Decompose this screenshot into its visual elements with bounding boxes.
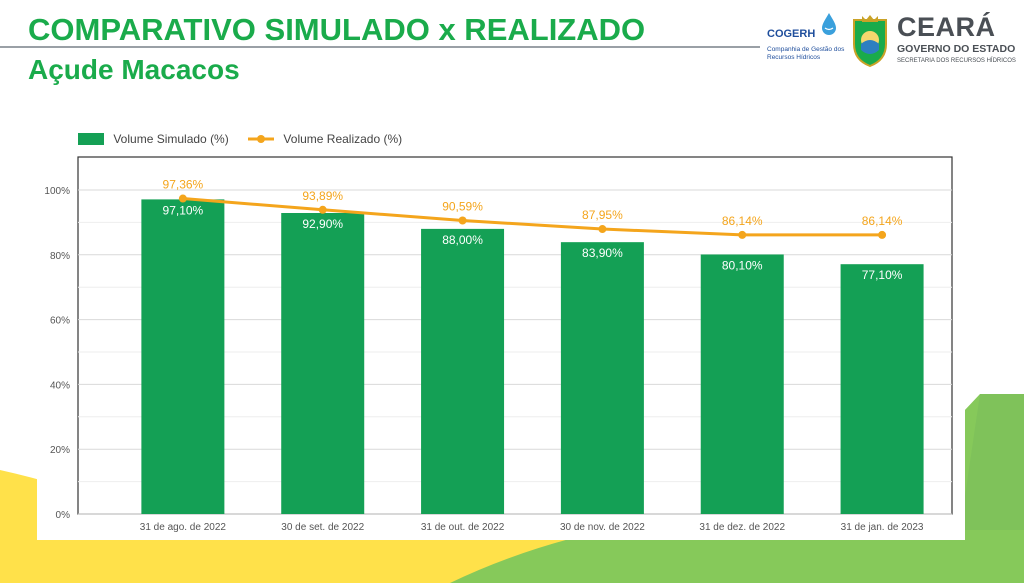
secretariat-label: SECRETARIA DOS RECURSOS HÍDRICOS <box>897 58 1016 64</box>
y-tick-label: 0% <box>56 510 71 521</box>
state-name: CEARÁ <box>897 12 996 42</box>
y-tick-label: 100% <box>44 186 70 197</box>
chart-panel: 0% 20% 40% 60% 80% 100% 97,10% 31 de ago. de 20… <box>37 120 965 540</box>
bar <box>840 264 924 514</box>
line-point <box>318 205 327 214</box>
legend-swatch-realizado <box>248 133 275 145</box>
line-data-label: 86,14% <box>862 214 903 228</box>
bar <box>421 228 505 514</box>
series-line-realizado <box>182 197 883 237</box>
line-point <box>458 216 467 225</box>
y-tick-label: 80% <box>50 251 70 262</box>
bar <box>700 254 784 514</box>
legend-swatch-simulado <box>78 132 104 145</box>
legend-label-realizado: Volume Realizado (%) <box>283 131 403 146</box>
x-tick-label: 30 de nov. de 2022 <box>560 522 645 533</box>
chart-svg: 0% 20% 40% 60% 80% 100% 97,10% 31 de ago. de 20… <box>44 156 953 533</box>
line-point <box>738 230 747 239</box>
line-point <box>178 194 187 203</box>
legend-label-simulado: Volume Simulado (%) <box>113 131 229 146</box>
page-subtitle: Açude Macacos <box>28 54 240 85</box>
bar-data-label: 77,10% <box>862 268 903 282</box>
cogerh-logo: COGERH Companhia de Gestão dos Recursos … <box>767 12 845 72</box>
logos-group: COGERH Companhia de Gestão dos Recursos … <box>765 10 1020 72</box>
cogerh-subtitle: Companhia de Gestão dos Recursos Hídrico… <box>767 46 845 61</box>
y-tick-label: 40% <box>50 380 70 391</box>
x-tick-label: 31 de out. de 2022 <box>421 522 505 533</box>
x-tick-label: 31 de dez. de 2022 <box>699 522 785 533</box>
bar-data-label: 80,10% <box>722 258 763 272</box>
coat-of-arms-icon <box>853 15 887 68</box>
title-divider <box>0 46 760 48</box>
water-drop-icon <box>822 13 836 35</box>
bar <box>281 213 365 514</box>
x-tick-label: 31 de jan. de 2023 <box>841 522 924 533</box>
bar <box>560 242 644 514</box>
page-title: COMPARATIVO SIMULADO x REALIZADO <box>28 12 646 47</box>
bar-data-label: 88,00% <box>442 233 483 247</box>
line-data-label: 86,14% <box>722 214 763 228</box>
line-data-label: 97,36% <box>163 178 204 192</box>
chart-legend: Volume Simulado (%) Volume Realizado (%) <box>78 131 402 149</box>
line-point <box>878 230 887 239</box>
line-data-label: 93,89% <box>302 189 343 203</box>
x-tick-label: 31 de ago. de 2022 <box>140 522 227 533</box>
y-tick-label: 20% <box>50 445 70 456</box>
line-point <box>598 225 607 234</box>
line-data-label: 87,95% <box>582 208 623 222</box>
cogerh-name: COGERH <box>767 28 816 40</box>
bar-data-label: 83,90% <box>582 246 623 260</box>
government-label: GOVERNO DO ESTADO <box>897 43 1016 55</box>
x-tick-label: 30 de set. de 2022 <box>281 522 364 533</box>
y-tick-label: 60% <box>50 316 70 327</box>
line-data-label: 90,59% <box>442 199 483 213</box>
bar-data-label: 92,90% <box>302 217 343 231</box>
bar-data-label: 97,10% <box>163 203 204 217</box>
bar <box>141 199 225 514</box>
